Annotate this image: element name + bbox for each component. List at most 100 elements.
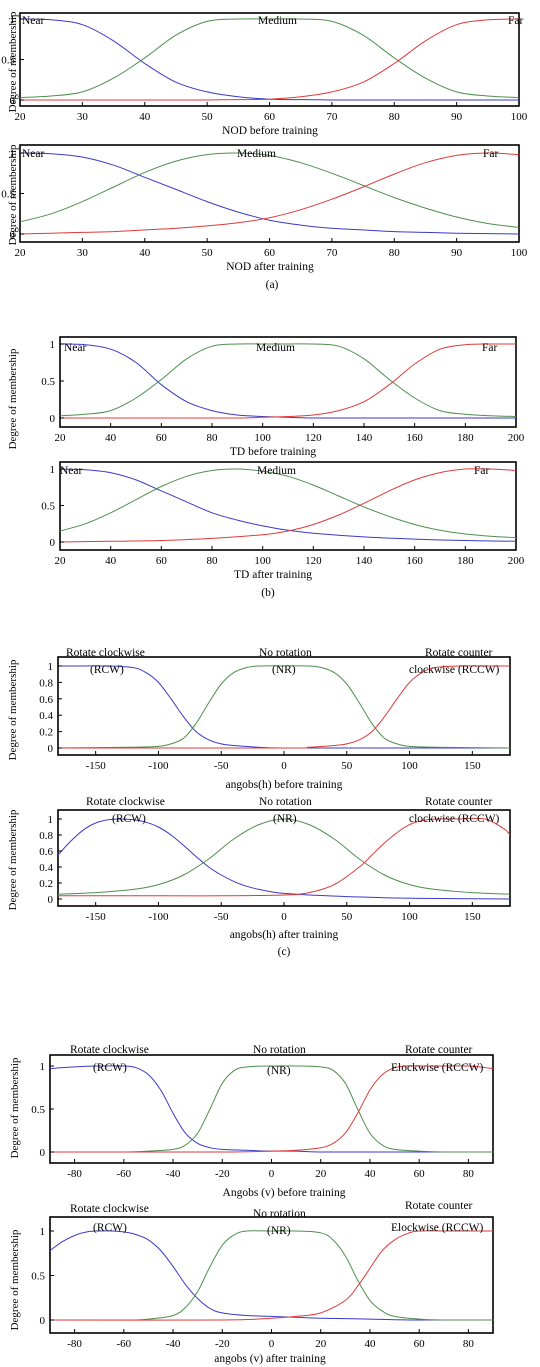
y-tick-label: 0.5 — [31, 1104, 45, 1116]
x-tick-label: 70 — [326, 111, 338, 123]
x-tick-label: -40 — [166, 1168, 181, 1180]
label-rotate-counter: Rotate counter — [405, 1200, 473, 1212]
x-tick-label: 40 — [139, 111, 151, 123]
x-tick-label: 140 — [356, 555, 373, 567]
series-line-no-rotation-nr — [49, 1230, 494, 1321]
label-no-rotation: No rotation — [253, 1044, 306, 1056]
series-line-medium — [19, 18, 520, 99]
x-tick-label: 60 — [264, 247, 276, 259]
x-axis-label: angobs (v) after training — [214, 1353, 326, 1365]
y-tick-label: 1 — [40, 1061, 46, 1073]
y-tick-label: 1 — [10, 148, 16, 160]
label-no-rotation: No rotation — [259, 647, 312, 659]
x-tick-label: 20 — [315, 1338, 327, 1350]
series-line-medium — [59, 468, 517, 539]
label-medium: Medium — [237, 148, 276, 160]
series-line-rotate-clockwise-rcw — [49, 1230, 494, 1321]
label-clockwise-rccw: clockwise (RCCW) — [409, 813, 500, 825]
x-axis-label: angobs(h) after training — [230, 929, 339, 941]
y-tick-label: 1 — [40, 1226, 46, 1238]
x-tick-label: -80 — [67, 1338, 82, 1350]
x-axis-label: NOD after training — [226, 261, 314, 273]
x-tick-label: 30 — [77, 247, 89, 259]
x-tick-label: -60 — [116, 1338, 131, 1350]
x-axis-label: Angobs (v) before training — [223, 1187, 346, 1199]
label-rotate-counter: Rotate counter — [425, 647, 493, 659]
label-near: Near — [64, 342, 87, 354]
x-tick-label: 120 — [305, 432, 322, 444]
label-no-rotation: No rotation — [253, 1208, 306, 1220]
x-axis-ticks: 20 40 60 80 100 120 140 160 180 200 — [55, 546, 525, 567]
x-tick-label: 40 — [105, 432, 117, 444]
series-line-no-rotation-nr — [57, 818, 511, 895]
x-tick-label: 80 — [389, 247, 401, 259]
x-tick-label: 0 — [269, 1168, 275, 1180]
membership-curves — [49, 1065, 494, 1153]
label-rotate-clockwise: Rotate clockwise — [70, 1203, 149, 1215]
y-tick-label: 1 — [50, 464, 56, 476]
y-tick-label: 0 — [10, 95, 16, 107]
chart-nod-after-training: 20 30 40 50 60 70 80 90 100 00.51 Near Medium Fa… — [1, 144, 528, 273]
chart-td-after-training: 20 40 60 80 100 120 140 160 180 200 00.51 Near Me… — [41, 461, 525, 581]
y-tick-label: 0 — [50, 413, 56, 425]
label-rotate-counter: Rotate counter — [405, 1044, 473, 1056]
x-tick-label: 150 — [464, 911, 481, 923]
x-tick-label: -20 — [215, 1168, 230, 1180]
x-axis-label: TD before training — [230, 446, 316, 458]
x-tick-label: 50 — [341, 760, 353, 772]
x-tick-label: 40 — [364, 1338, 376, 1350]
series-line-far — [60, 343, 517, 419]
x-tick-label: 100 — [254, 432, 271, 444]
membership-curves — [57, 817, 511, 900]
y-axis-ticks: 00.51 — [41, 464, 64, 549]
series-line-rotate-counter-clockwise-rccw — [49, 1065, 494, 1153]
membership-curves — [57, 665, 511, 749]
x-tick-label: 60 — [156, 432, 168, 444]
x-tick-label: 200 — [508, 432, 525, 444]
label-far: Far — [508, 15, 524, 27]
x-tick-label: -100 — [148, 911, 169, 923]
label-medium: Medium — [258, 15, 297, 27]
y-tick-label: 0.2 — [39, 878, 53, 890]
x-tick-label: 60 — [414, 1338, 426, 1350]
label-nr: (NR) — [267, 1065, 291, 1077]
y-axis-label: Degree of membership — [7, 809, 19, 910]
x-tick-label: -50 — [214, 760, 229, 772]
x-tick-label: 50 — [202, 111, 214, 123]
x-tick-label: 0 — [281, 911, 287, 923]
membership-curves — [59, 468, 517, 543]
y-axis-ticks: 00.51 — [31, 1061, 54, 1159]
x-axis-ticks: -80 -60 -40 -20 0 20 40 60 80 — [67, 1329, 474, 1350]
x-tick-label: 180 — [457, 555, 474, 567]
membership-curves — [19, 152, 520, 235]
x-tick-label: 180 — [457, 432, 474, 444]
series-line-no-rotation-nr — [57, 665, 511, 749]
y-tick-label: 0.5 — [1, 55, 15, 67]
panel-caption-c: (c) — [278, 946, 291, 958]
chart-nod-before-training: 20 30 40 50 60 70 80 90 100 00.51 Near Medium Fa… — [1, 11, 528, 137]
panel-caption-a: (a) — [266, 279, 279, 291]
label-rcw: (RCW) — [93, 1222, 127, 1234]
label-no-rotation: No rotation — [259, 796, 312, 808]
label-rcw: (RCW) — [93, 1062, 127, 1074]
x-tick-label: 50 — [202, 247, 214, 259]
y-axis-label: Degree of membership — [7, 659, 19, 760]
series-line-medium — [19, 152, 520, 228]
label-far: Far — [474, 465, 490, 477]
x-tick-label: 60 — [414, 1168, 426, 1180]
y-tick-label: 0.5 — [41, 376, 55, 388]
x-axis-label: NOD before training — [222, 125, 318, 137]
label-clockwise-rccw: clockwise (RCCW) — [409, 664, 500, 676]
y-tick-label: 0 — [50, 537, 56, 549]
label-far: Far — [482, 342, 498, 354]
y-axis-ticks: 00.51 — [41, 339, 64, 425]
x-axis-ticks: -80 -60 -40 -20 0 20 40 60 80 — [67, 1159, 474, 1180]
x-tick-label: -60 — [116, 1168, 131, 1180]
x-tick-label: 160 — [406, 555, 423, 567]
series-line-near — [59, 343, 516, 419]
label-rotate-counter: Rotate counter — [425, 796, 493, 808]
label-near: Near — [22, 148, 45, 160]
x-tick-label: -20 — [215, 1338, 230, 1350]
y-tick-label: 1 — [48, 661, 54, 673]
y-tick-label: 1 — [50, 339, 56, 351]
